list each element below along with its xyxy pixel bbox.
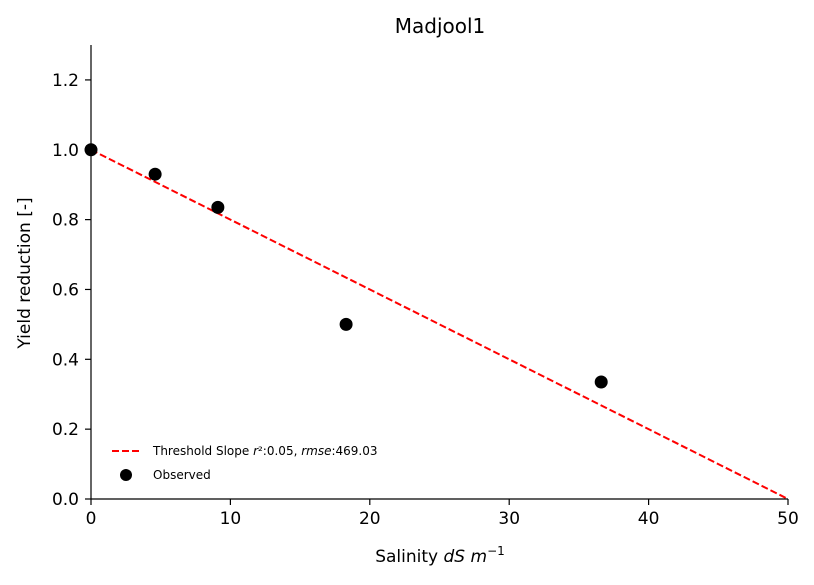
observed-point [211, 200, 225, 214]
legend-label-threshold: Threshold Slope r²:0.05, rmse:469.03 [152, 444, 378, 458]
y-tick-label: 1.2 [52, 71, 79, 91]
y-tick-label: 0.0 [52, 490, 79, 510]
y-tick-label: 0.4 [52, 350, 79, 370]
observed-point [594, 375, 608, 389]
x-tick-label: 50 [777, 509, 799, 529]
x-tick-label: 40 [638, 509, 660, 529]
x-tick-label: 10 [220, 509, 242, 529]
x-tick-label: 20 [359, 509, 381, 529]
x-tick-label: 30 [498, 509, 520, 529]
y-tick-label: 0.2 [52, 420, 79, 440]
x-ticks: 0 10 20 30 40 50 [86, 499, 799, 529]
y-tick-label: 1.0 [52, 141, 79, 161]
legend-marker-observed [120, 469, 132, 481]
plot-area [84, 143, 789, 500]
y-axis-label: Yield reduction [-] [15, 197, 35, 349]
observed-point [339, 317, 353, 331]
legend-label-observed: Observed [153, 468, 211, 482]
y-tick-label: 0.8 [52, 211, 79, 231]
x-tick-label: 0 [86, 509, 97, 529]
x-axis-label: Salinity dS m−1 [375, 544, 505, 567]
chart-title: Madjool1 [395, 14, 486, 38]
observed-point [148, 167, 162, 181]
y-ticks: 0.0 0.2 0.4 0.6 0.8 1.0 1.2 [52, 71, 91, 510]
y-tick-label: 0.6 [52, 280, 79, 300]
legend: Threshold Slope r²:0.05, rmse:469.03 Obs… [112, 444, 378, 482]
